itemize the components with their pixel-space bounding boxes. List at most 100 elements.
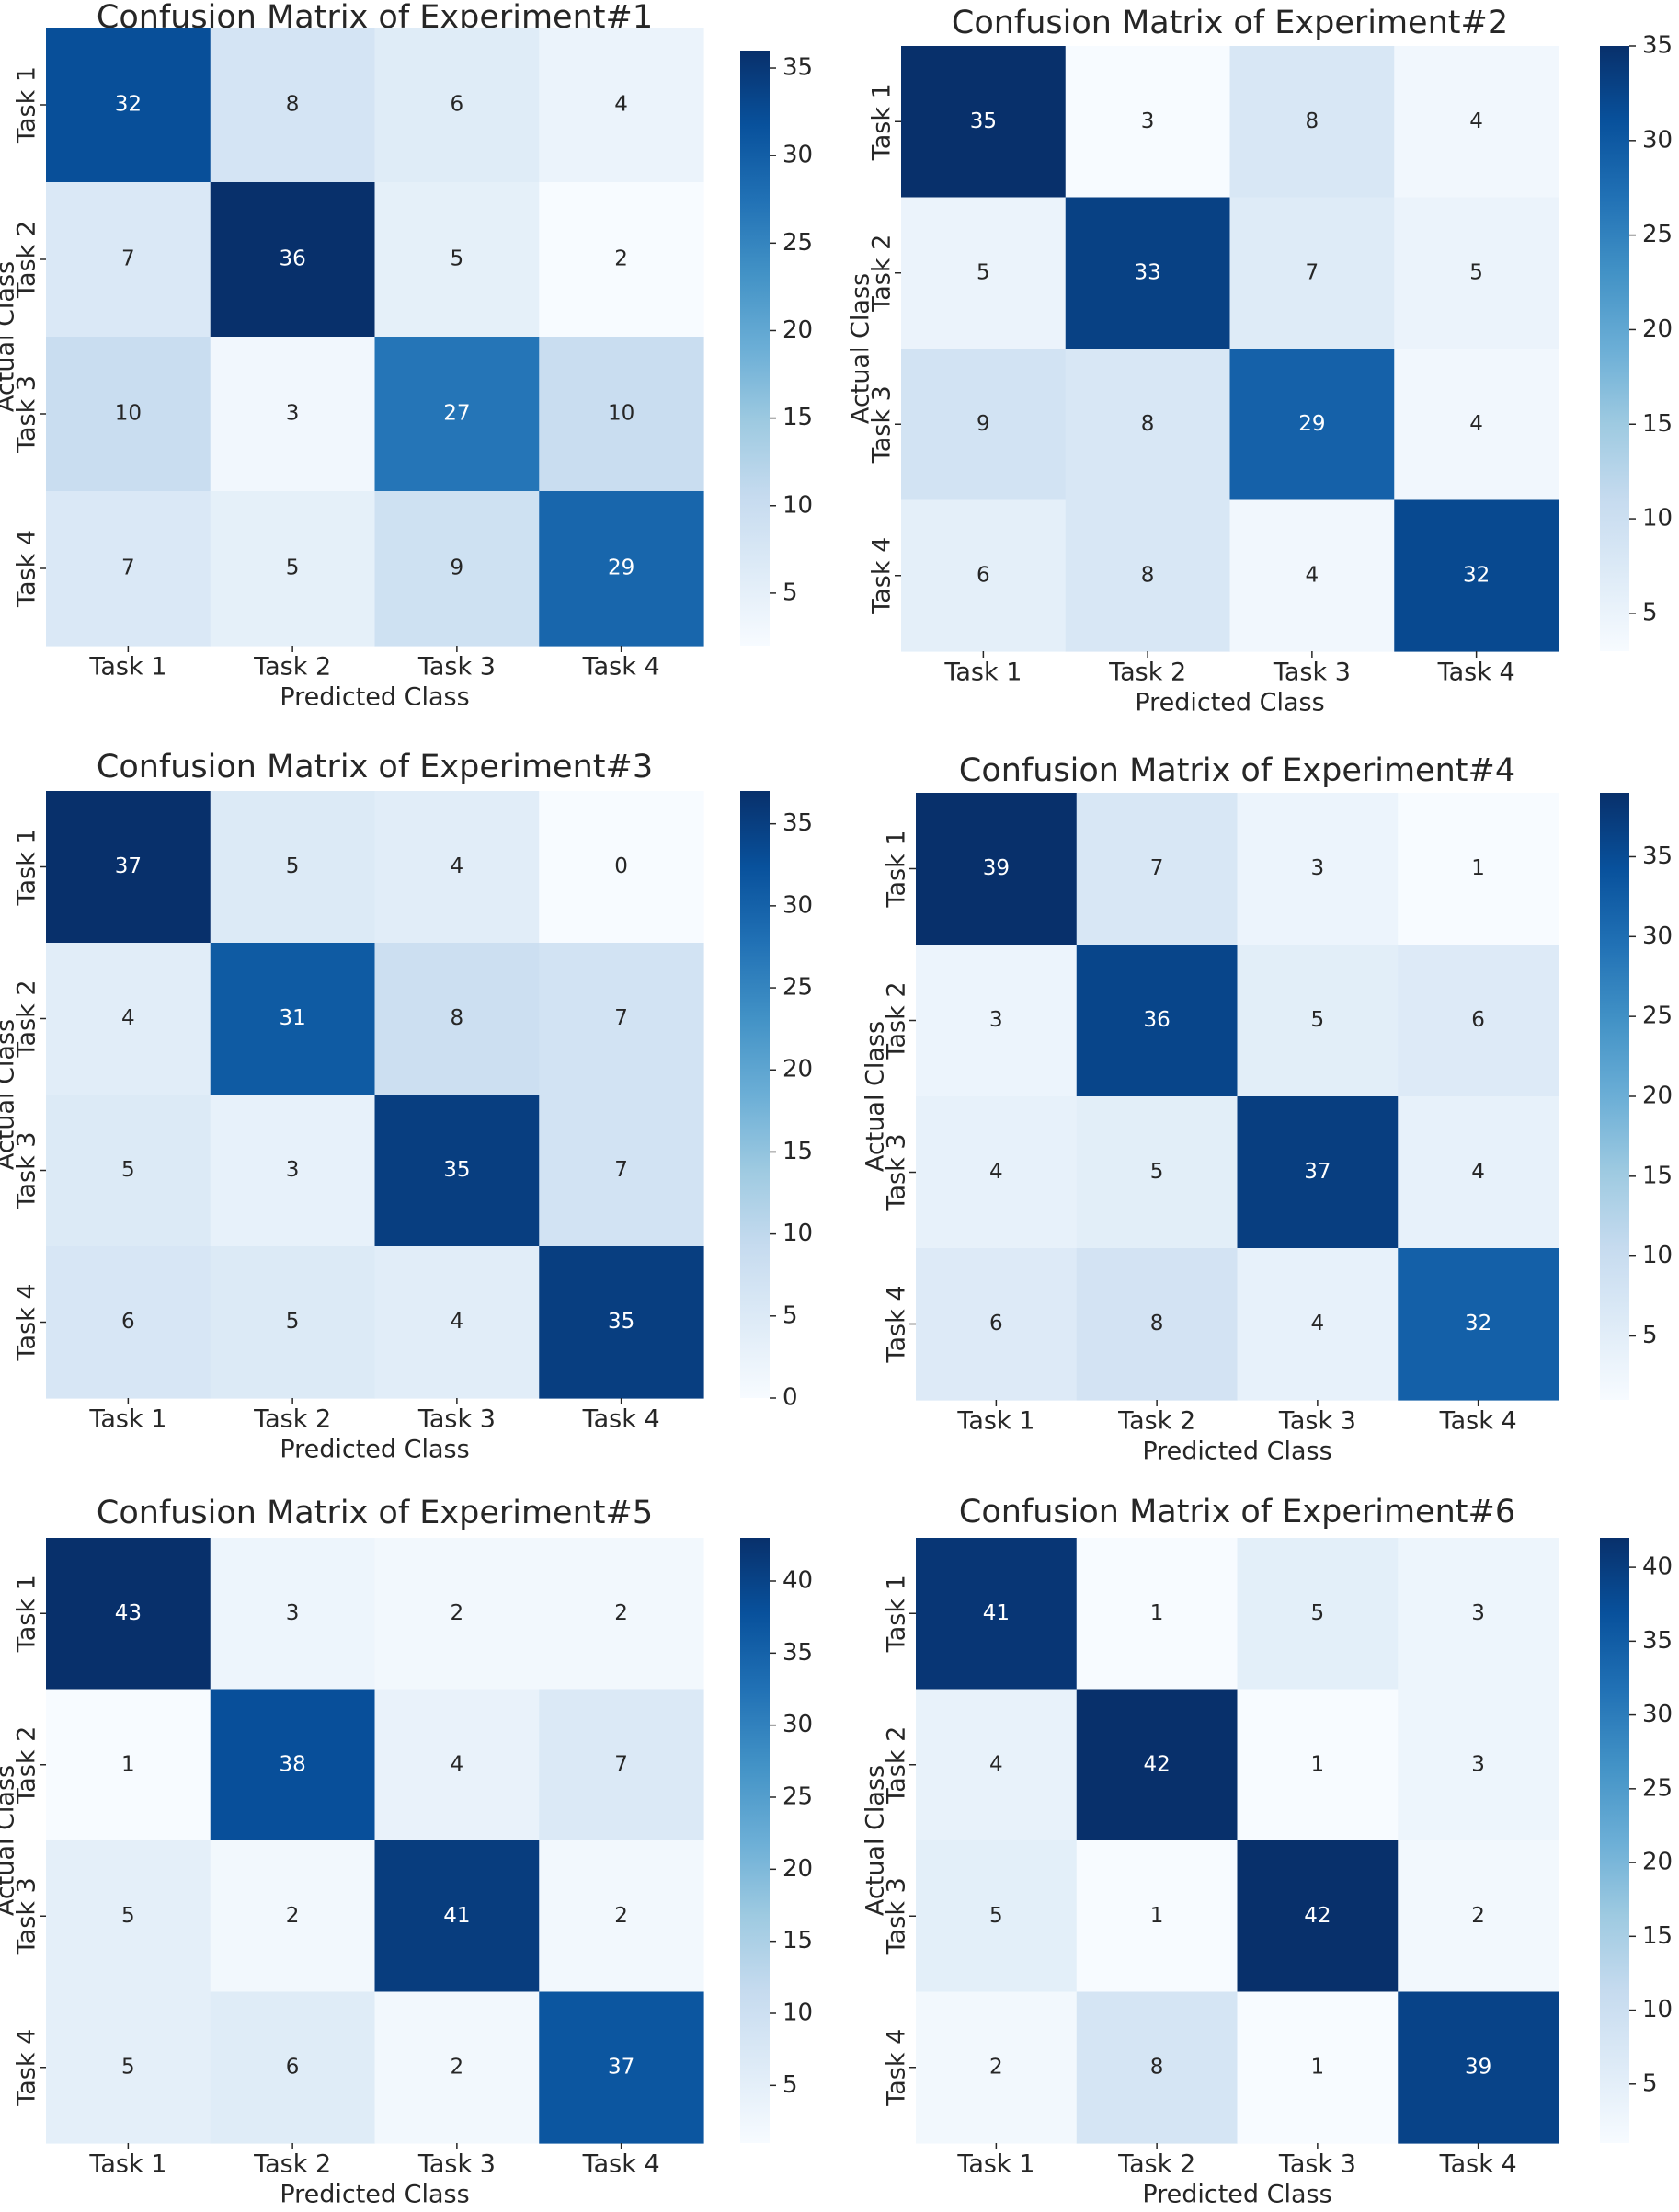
cell-value-label: 35 bbox=[608, 1310, 634, 1334]
heatmap-cell bbox=[374, 791, 540, 944]
cell-value-label: 3 bbox=[989, 1008, 1003, 1032]
heatmap-cell bbox=[210, 337, 376, 492]
colorbar-tick-label: 5 bbox=[782, 579, 798, 606]
x-tick-label: Task 4 bbox=[1439, 1407, 1517, 1436]
colorbar-tick-label: 35 bbox=[1642, 842, 1673, 870]
x-tick-label: Task 3 bbox=[417, 1405, 496, 1434]
heatmap-cell bbox=[46, 337, 211, 492]
heatmap-cell bbox=[539, 1246, 704, 1399]
cell-value-label: 8 bbox=[1141, 563, 1155, 587]
x-axis-label: Predicted Class bbox=[280, 683, 469, 712]
colorbar-tick-label: 25 bbox=[1642, 1774, 1673, 1802]
y-tick-label: Task 2 bbox=[883, 981, 911, 1060]
cell-value-label: 6 bbox=[989, 1312, 1003, 1335]
x-tick-label: Task 4 bbox=[1439, 2150, 1517, 2179]
colorbar-tick-label: 5 bbox=[782, 2071, 798, 2099]
heatmap-cell bbox=[1237, 793, 1399, 946]
colorbar-tick-label: 15 bbox=[1642, 410, 1673, 438]
cell-value-label: 5 bbox=[1311, 1601, 1325, 1625]
confusion-matrix-panel-4: Confusion Matrix of Experiment#4 39 7 3 1 3 36… bbox=[862, 752, 1673, 1466]
heatmap-cell bbox=[539, 1538, 704, 1691]
y-tick-label: Task 3 bbox=[13, 1131, 41, 1209]
cell-value-label: 29 bbox=[608, 556, 634, 580]
colorbar bbox=[1600, 1538, 1629, 2143]
cell-value-label: 5 bbox=[977, 260, 990, 284]
x-tick-label: Task 3 bbox=[1278, 2150, 1356, 2179]
y-tick-label: Task 1 bbox=[13, 828, 41, 906]
heatmap-cell bbox=[1394, 46, 1559, 199]
y-axis-label: Actual Class bbox=[0, 261, 20, 412]
x-tick-label: Task 3 bbox=[417, 2150, 496, 2179]
cell-value-label: 3 bbox=[1471, 1601, 1485, 1625]
cell-value-label: 39 bbox=[983, 856, 1010, 880]
heatmap-cell bbox=[46, 943, 211, 1095]
cell-value-label: 8 bbox=[1150, 2055, 1164, 2079]
colorbar bbox=[1600, 46, 1629, 651]
colorbar-tick-label: 0 bbox=[782, 1384, 798, 1412]
colorbar-tick-label: 30 bbox=[1642, 126, 1673, 154]
x-tick-label: Task 1 bbox=[88, 653, 166, 682]
panel-title: Confusion Matrix of Experiment#3 bbox=[97, 749, 653, 785]
y-tick-label: Task 2 bbox=[13, 1726, 41, 1805]
cell-value-label: 38 bbox=[279, 1752, 305, 1776]
x-axis-label: Predicted Class bbox=[280, 2181, 469, 2209]
cell-value-label: 0 bbox=[614, 854, 628, 878]
heatmap-cell bbox=[1398, 1991, 1559, 2144]
heatmap-cell bbox=[539, 182, 704, 338]
colorbar-tick-label: 25 bbox=[782, 229, 813, 257]
x-tick-label: Task 1 bbox=[88, 2150, 166, 2179]
heatmap-cell bbox=[1076, 1538, 1239, 1691]
cell-value-label: 33 bbox=[1134, 260, 1160, 284]
heatmap-cell bbox=[46, 28, 211, 183]
cell-value-label: 9 bbox=[451, 556, 464, 580]
heatmap-cell bbox=[539, 791, 704, 944]
cell-value-label: 7 bbox=[614, 1006, 628, 1030]
cell-value-label: 10 bbox=[115, 402, 142, 426]
heatmap-cell bbox=[1398, 945, 1559, 1097]
heatmap-cell bbox=[210, 491, 376, 647]
cell-value-label: 4 bbox=[1471, 1160, 1485, 1184]
cell-value-label: 5 bbox=[1469, 260, 1483, 284]
x-axis-label: Predicted Class bbox=[280, 1436, 469, 1464]
heatmap-cell bbox=[210, 791, 376, 944]
cell-value-label: 7 bbox=[614, 1158, 628, 1182]
cell-value-label: 1 bbox=[121, 1752, 135, 1776]
x-tick-label: Task 1 bbox=[956, 1407, 1034, 1436]
confusion-matrix-panel-2: Confusion Matrix of Experiment#2 35 3 8 4 5 33… bbox=[847, 5, 1673, 717]
heatmap-cell bbox=[210, 943, 376, 1095]
cell-value-label: 5 bbox=[121, 2055, 135, 2079]
cell-value-label: 4 bbox=[1469, 109, 1483, 133]
cell-value-label: 35 bbox=[970, 109, 997, 133]
confusion-matrix-panel-3: Confusion Matrix of Experiment#337 5 4 04 31… bbox=[0, 749, 813, 1464]
colorbar-tick-label: 30 bbox=[782, 891, 813, 919]
y-tick-label: Task 1 bbox=[13, 1575, 41, 1653]
cell-value-label: 5 bbox=[286, 556, 300, 580]
cell-value-label: 41 bbox=[983, 1601, 1010, 1625]
cell-value-label: 32 bbox=[1465, 1312, 1491, 1335]
heatmap-cell bbox=[1076, 793, 1239, 946]
cell-value-label: 2 bbox=[1471, 1904, 1485, 1928]
cell-value-label: 4 bbox=[1311, 1312, 1325, 1335]
heatmap-cell bbox=[901, 46, 1067, 199]
colorbar-tick-label: 5 bbox=[782, 1301, 798, 1329]
heatmap-cell bbox=[1229, 499, 1395, 652]
heatmap-cell bbox=[210, 1538, 376, 1691]
cell-value-label: 4 bbox=[1469, 412, 1483, 436]
heatmap-cell bbox=[1394, 197, 1559, 350]
cell-value-label: 4 bbox=[989, 1752, 1003, 1776]
heatmap-cell bbox=[1065, 46, 1231, 199]
colorbar-tick-label: 5 bbox=[1642, 1322, 1658, 1349]
colorbar-tick-label: 20 bbox=[1642, 315, 1673, 343]
heatmap-cell bbox=[46, 182, 211, 338]
heatmap-cell bbox=[374, 182, 540, 338]
cell-value-label: 37 bbox=[1304, 1160, 1331, 1184]
y-tick-label: Task 4 bbox=[868, 537, 897, 615]
colorbar-tick-label: 35 bbox=[782, 1639, 813, 1667]
x-tick-label: Task 1 bbox=[88, 1405, 166, 1434]
heatmap-cell bbox=[1398, 1096, 1559, 1249]
cell-value-label: 32 bbox=[1463, 563, 1490, 587]
cell-value-label: 6 bbox=[286, 2055, 300, 2079]
cell-value-label: 2 bbox=[286, 1904, 300, 1928]
x-tick-label: Task 3 bbox=[1278, 1407, 1356, 1436]
y-axis-label: Actual Class bbox=[862, 1765, 890, 1916]
